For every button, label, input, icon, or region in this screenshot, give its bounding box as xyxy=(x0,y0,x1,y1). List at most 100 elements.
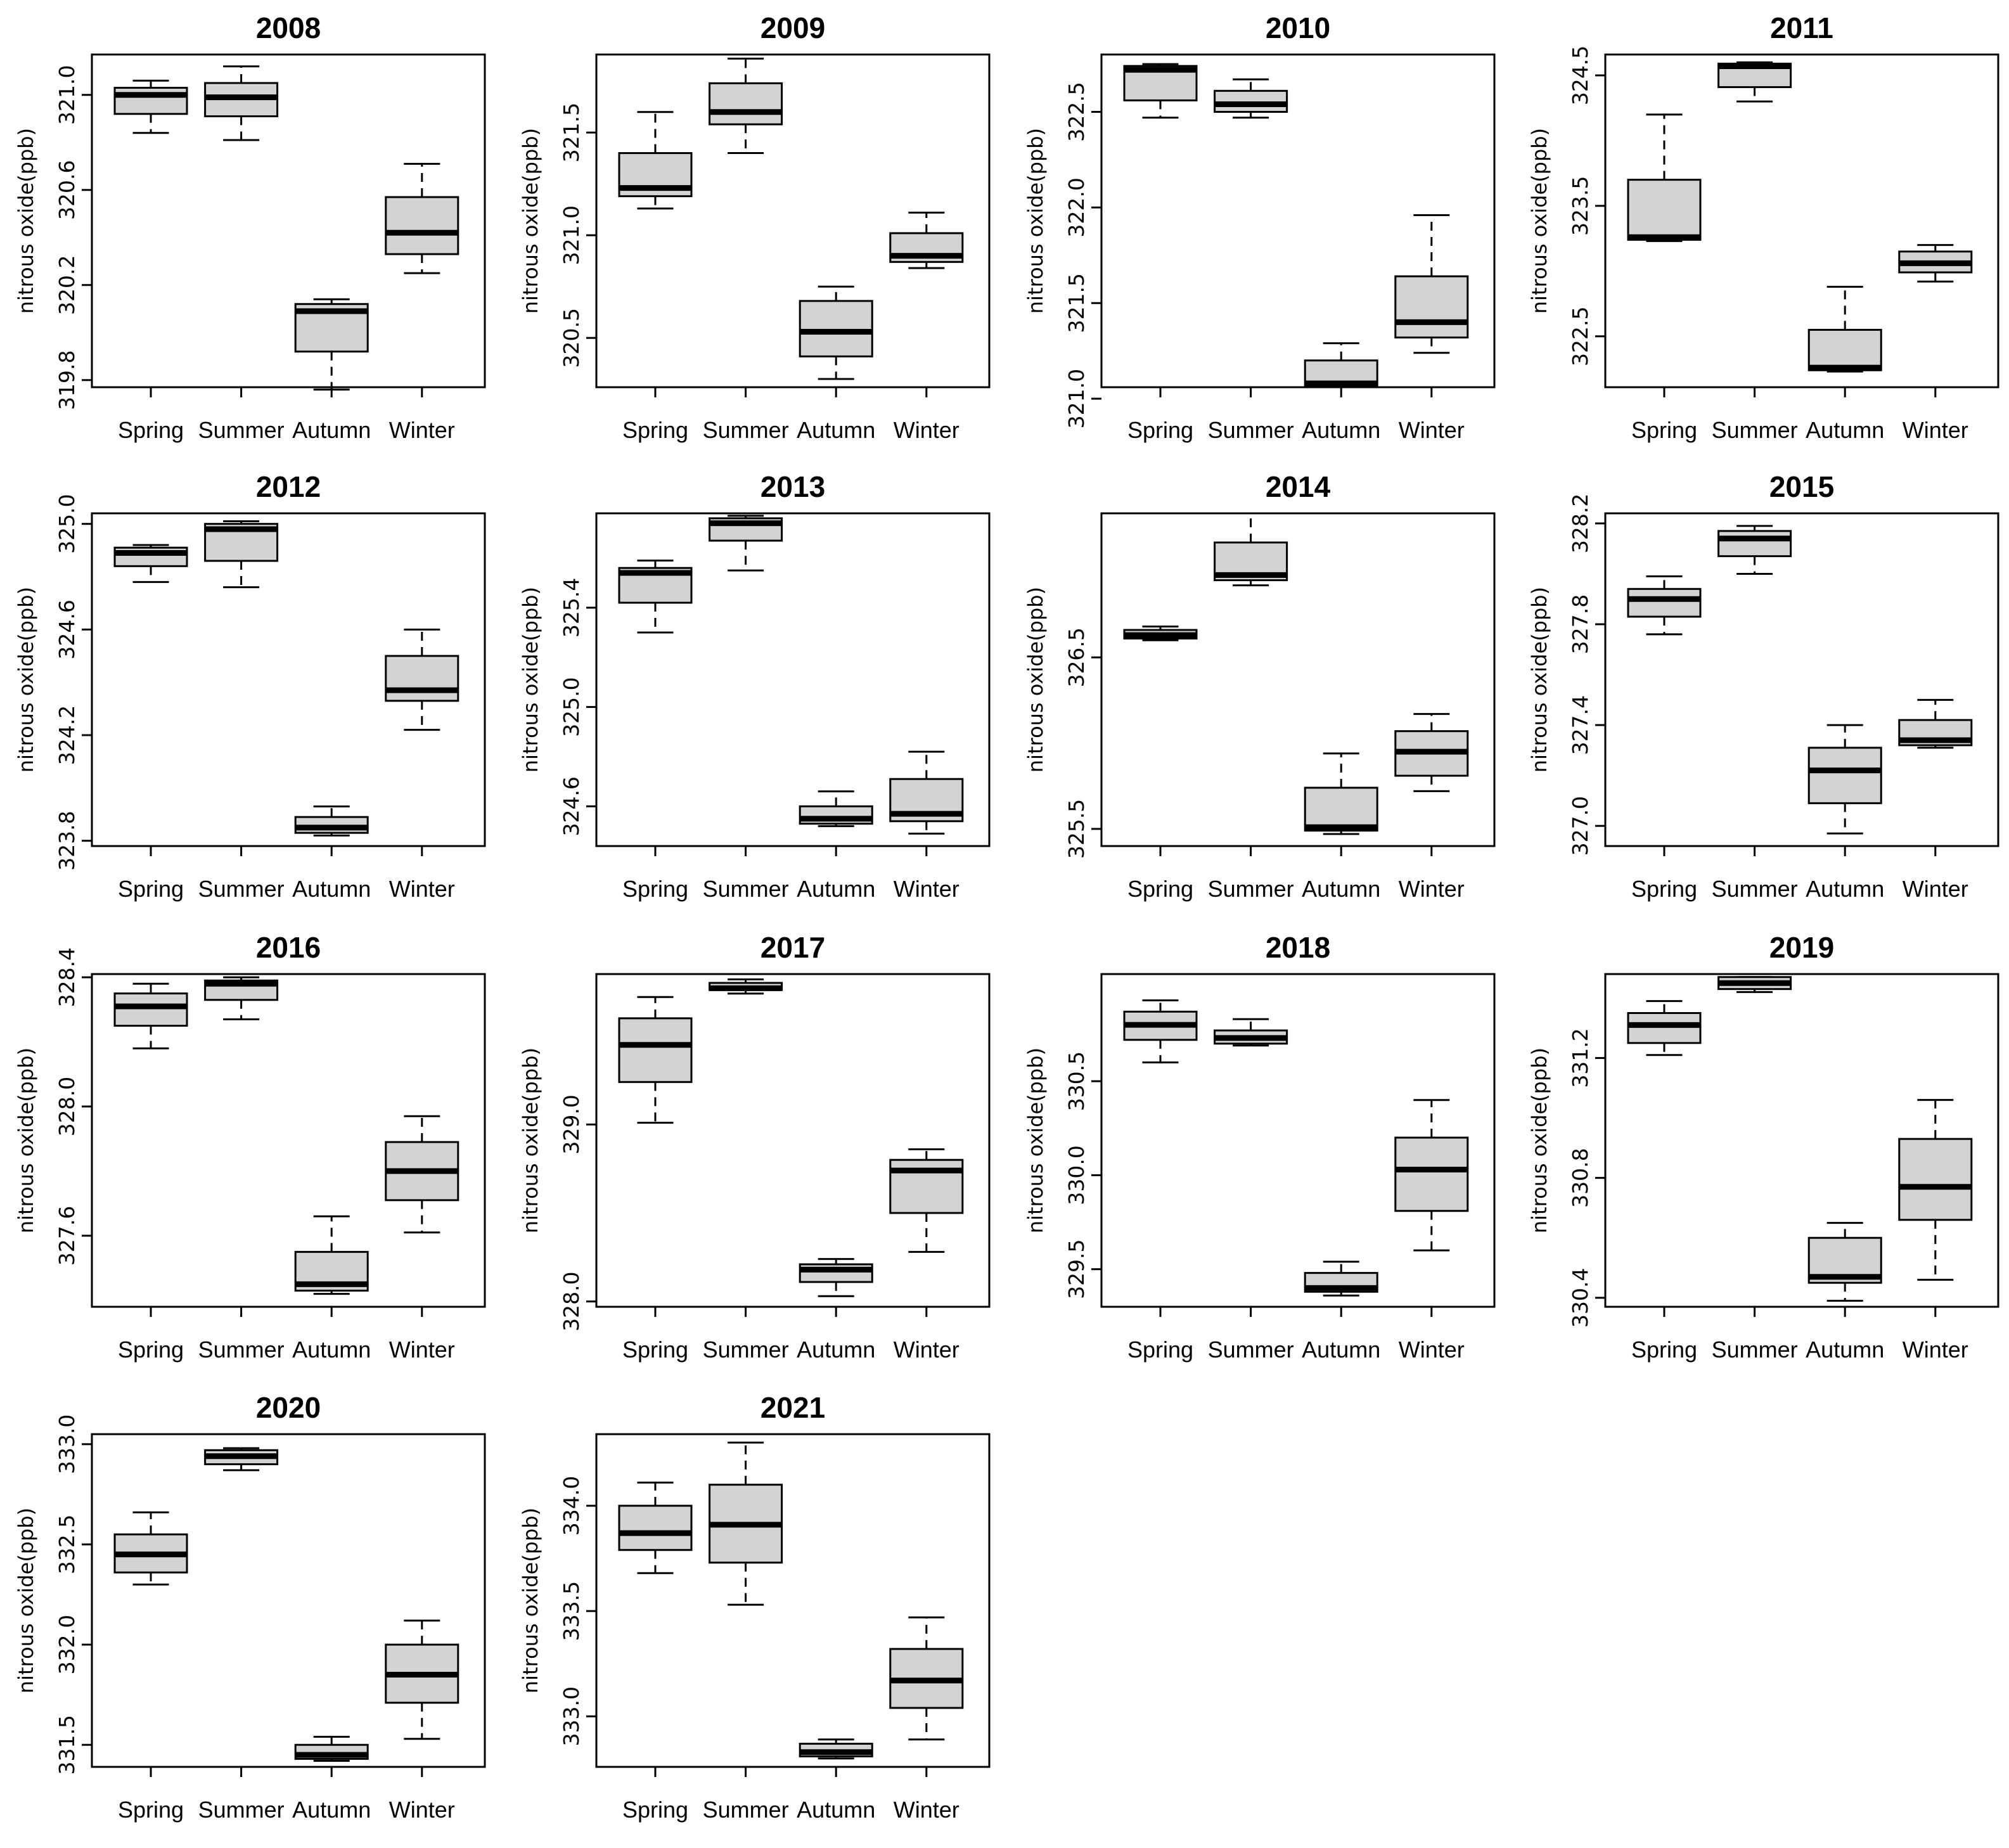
category-label-summer: Summer xyxy=(1208,876,1294,902)
chart-panel-2019: 2019 nitrous oxide(ppb) 330.4 330.8 331.2 Spr… xyxy=(1527,931,1999,1363)
y-tick-label: 329.0 xyxy=(559,1094,584,1154)
y-axis-label: nitrous oxide(ppb) xyxy=(518,1048,542,1233)
chart-panel-2008: 2008 nitrous oxide(ppb) 319.8 320.2 320.6 321… xyxy=(14,11,486,443)
y-axis-label: nitrous oxide(ppb) xyxy=(1024,587,1048,773)
box-winter xyxy=(1898,698,1973,749)
category-label-spring: Spring xyxy=(118,876,184,902)
y-tick-label: 332.5 xyxy=(55,1515,79,1574)
iqr-box xyxy=(1627,179,1702,241)
y-axis-label: nitrous oxide(ppb) xyxy=(1527,128,1551,314)
y-tick-label: 334.0 xyxy=(559,1476,584,1536)
y-tick-label: 325.5 xyxy=(1064,799,1089,859)
y-tick-label: 330.8 xyxy=(1568,1148,1593,1207)
category-label-autumn: Autumn xyxy=(1806,1337,1884,1363)
y-tick-label: 322.5 xyxy=(1568,306,1593,366)
category-label-winter: Winter xyxy=(389,1337,455,1363)
y-tick-label: 325.0 xyxy=(55,494,79,553)
y-tick-label: 322.5 xyxy=(1064,82,1089,141)
category-label-summer: Summer xyxy=(703,1337,789,1363)
iqr-box xyxy=(113,992,188,1027)
panel-title: 2019 xyxy=(1769,931,1834,964)
box-autumn xyxy=(1807,1222,1882,1302)
y-tick-label: 319.8 xyxy=(55,350,79,410)
box-spring xyxy=(618,1481,693,1574)
iqr-box xyxy=(799,300,873,357)
category-label-spring: Spring xyxy=(1127,417,1193,443)
category-label-summer: Summer xyxy=(1712,1337,1798,1363)
y-tick-label: 327.6 xyxy=(55,1206,79,1266)
y-axis-label: nitrous oxide(ppb) xyxy=(1527,1048,1551,1233)
category-label-autumn: Autumn xyxy=(1806,417,1884,443)
y-axis-label: nitrous oxide(ppb) xyxy=(1527,587,1551,773)
y-axis-label: nitrous oxide(ppb) xyxy=(14,128,38,314)
category-label-autumn: Autumn xyxy=(1302,876,1380,902)
panel-title: 2013 xyxy=(761,470,825,503)
y-tick-label: 332.0 xyxy=(55,1615,79,1674)
category-label-summer: Summer xyxy=(1208,417,1294,443)
box-winter xyxy=(385,1115,459,1234)
box-autumn xyxy=(294,1736,369,1762)
iqr-box xyxy=(1627,1011,1702,1044)
box-winter xyxy=(1394,214,1469,354)
category-label-autumn: Autumn xyxy=(797,417,875,443)
plot-frame xyxy=(595,973,991,1308)
y-tick-label: 330.5 xyxy=(1064,1051,1089,1111)
box-summer xyxy=(204,520,279,589)
panel-title: 2016 xyxy=(256,931,321,964)
chart-panel-2010: 2010 nitrous oxide(ppb) 321.0 321.5 322.0 322… xyxy=(1024,11,1496,443)
iqr-box xyxy=(1214,89,1288,113)
category-label-autumn: Autumn xyxy=(1806,876,1884,902)
box-autumn xyxy=(799,1738,873,1760)
chart-panel-2021: 2021 nitrous oxide(ppb) 333.0 333.5 334.0 Spr… xyxy=(518,1391,991,1823)
iqr-box xyxy=(385,196,459,255)
box-spring xyxy=(113,544,188,583)
panel-title: 2021 xyxy=(761,1391,825,1424)
category-label-spring: Spring xyxy=(1631,1337,1697,1363)
box-spring xyxy=(113,1511,188,1586)
y-tick-label: 333.5 xyxy=(559,1581,584,1641)
category-label-summer: Summer xyxy=(198,417,285,443)
iqr-box xyxy=(618,1017,693,1083)
category-label-winter: Winter xyxy=(894,417,960,443)
y-tick-label: 324.6 xyxy=(55,600,79,659)
box-winter xyxy=(1898,1099,1973,1281)
category-label-spring: Spring xyxy=(1127,1337,1193,1363)
y-tick-label: 331.5 xyxy=(55,1715,79,1774)
y-tick-label: 321.5 xyxy=(1064,273,1089,333)
iqr-box xyxy=(1304,786,1378,832)
box-summer xyxy=(204,976,279,1020)
category-label-spring: Spring xyxy=(622,876,688,902)
category-label-summer: Summer xyxy=(1712,876,1798,902)
category-label-autumn: Autumn xyxy=(292,417,371,443)
panel-title: 2020 xyxy=(256,1391,321,1424)
box-autumn xyxy=(1807,724,1882,835)
chart-panel-2017: 2017 nitrous oxide(ppb) 328.0 329.0 Spring Su… xyxy=(518,931,991,1363)
category-label-spring: Spring xyxy=(622,417,688,443)
y-tick-label: 321.0 xyxy=(55,65,79,125)
iqr-box xyxy=(1394,1136,1469,1212)
y-axis-label: nitrous oxide(ppb) xyxy=(1024,128,1048,314)
y-axis-label: nitrous oxide(ppb) xyxy=(518,1508,542,1693)
box-spring xyxy=(1123,999,1198,1063)
box-autumn xyxy=(1807,285,1882,373)
y-tick-label: 324.5 xyxy=(1568,46,1593,105)
category-label-spring: Spring xyxy=(1631,876,1697,902)
y-tick-label: 326.5 xyxy=(1064,627,1089,687)
category-label-summer: Summer xyxy=(703,1797,789,1823)
category-label-winter: Winter xyxy=(389,417,455,443)
category-label-winter: Winter xyxy=(894,876,960,902)
y-tick-label: 328.4 xyxy=(55,947,79,1007)
iqr-box xyxy=(113,87,188,115)
y-axis-label: nitrous oxide(ppb) xyxy=(14,1048,38,1233)
y-tick-label: 325.0 xyxy=(559,677,584,736)
box-winter xyxy=(1394,713,1469,792)
box-spring xyxy=(1123,626,1198,641)
box-winter xyxy=(1898,244,1973,283)
plot-frame xyxy=(595,53,991,388)
category-label-spring: Spring xyxy=(622,1337,688,1363)
chart-panel-2011: 2011 nitrous oxide(ppb) 322.5 323.5 324.5 Spr… xyxy=(1527,11,1999,443)
box-autumn xyxy=(1304,752,1378,835)
chart-panel-2012: 2012 nitrous oxide(ppb) 323.8 324.2 324.6 325… xyxy=(14,470,486,902)
iqr-box xyxy=(1898,1138,1973,1221)
iqr-box xyxy=(1717,530,1792,558)
